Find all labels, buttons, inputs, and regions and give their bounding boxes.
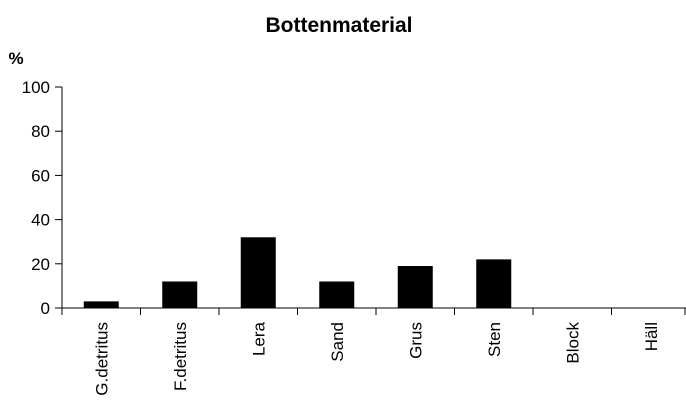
bar <box>476 259 512 308</box>
y-tick-label: 20 <box>31 255 50 274</box>
x-tick-label: Häll <box>642 322 661 351</box>
bar <box>162 281 198 308</box>
y-tick-label: 0 <box>41 299 50 318</box>
y-axis-label: % <box>8 49 23 68</box>
bar <box>240 237 276 308</box>
x-tick-label: Block <box>563 322 582 364</box>
chart-title: Bottenmaterial <box>265 14 412 37</box>
y-tick-label: 60 <box>31 166 50 185</box>
y-tick-label: 80 <box>31 122 50 141</box>
x-tick-label: Grus <box>406 322 425 359</box>
x-tick-label: Sten <box>485 322 504 357</box>
plot-area: 0 20 40 60 80 100 G.detritus F.detritus Lera Sand… <box>22 78 686 396</box>
x-tick-label: G.detritus <box>92 322 111 396</box>
bar <box>397 266 433 308</box>
y-tick-label: 40 <box>31 211 50 230</box>
x-tick-label: F.detritus <box>171 322 190 391</box>
y-tick-label: 100 <box>22 78 50 97</box>
bar <box>83 301 119 308</box>
x-tick-label: Lera <box>249 321 268 356</box>
bar <box>319 281 355 308</box>
x-tick-label: Sand <box>328 322 347 362</box>
